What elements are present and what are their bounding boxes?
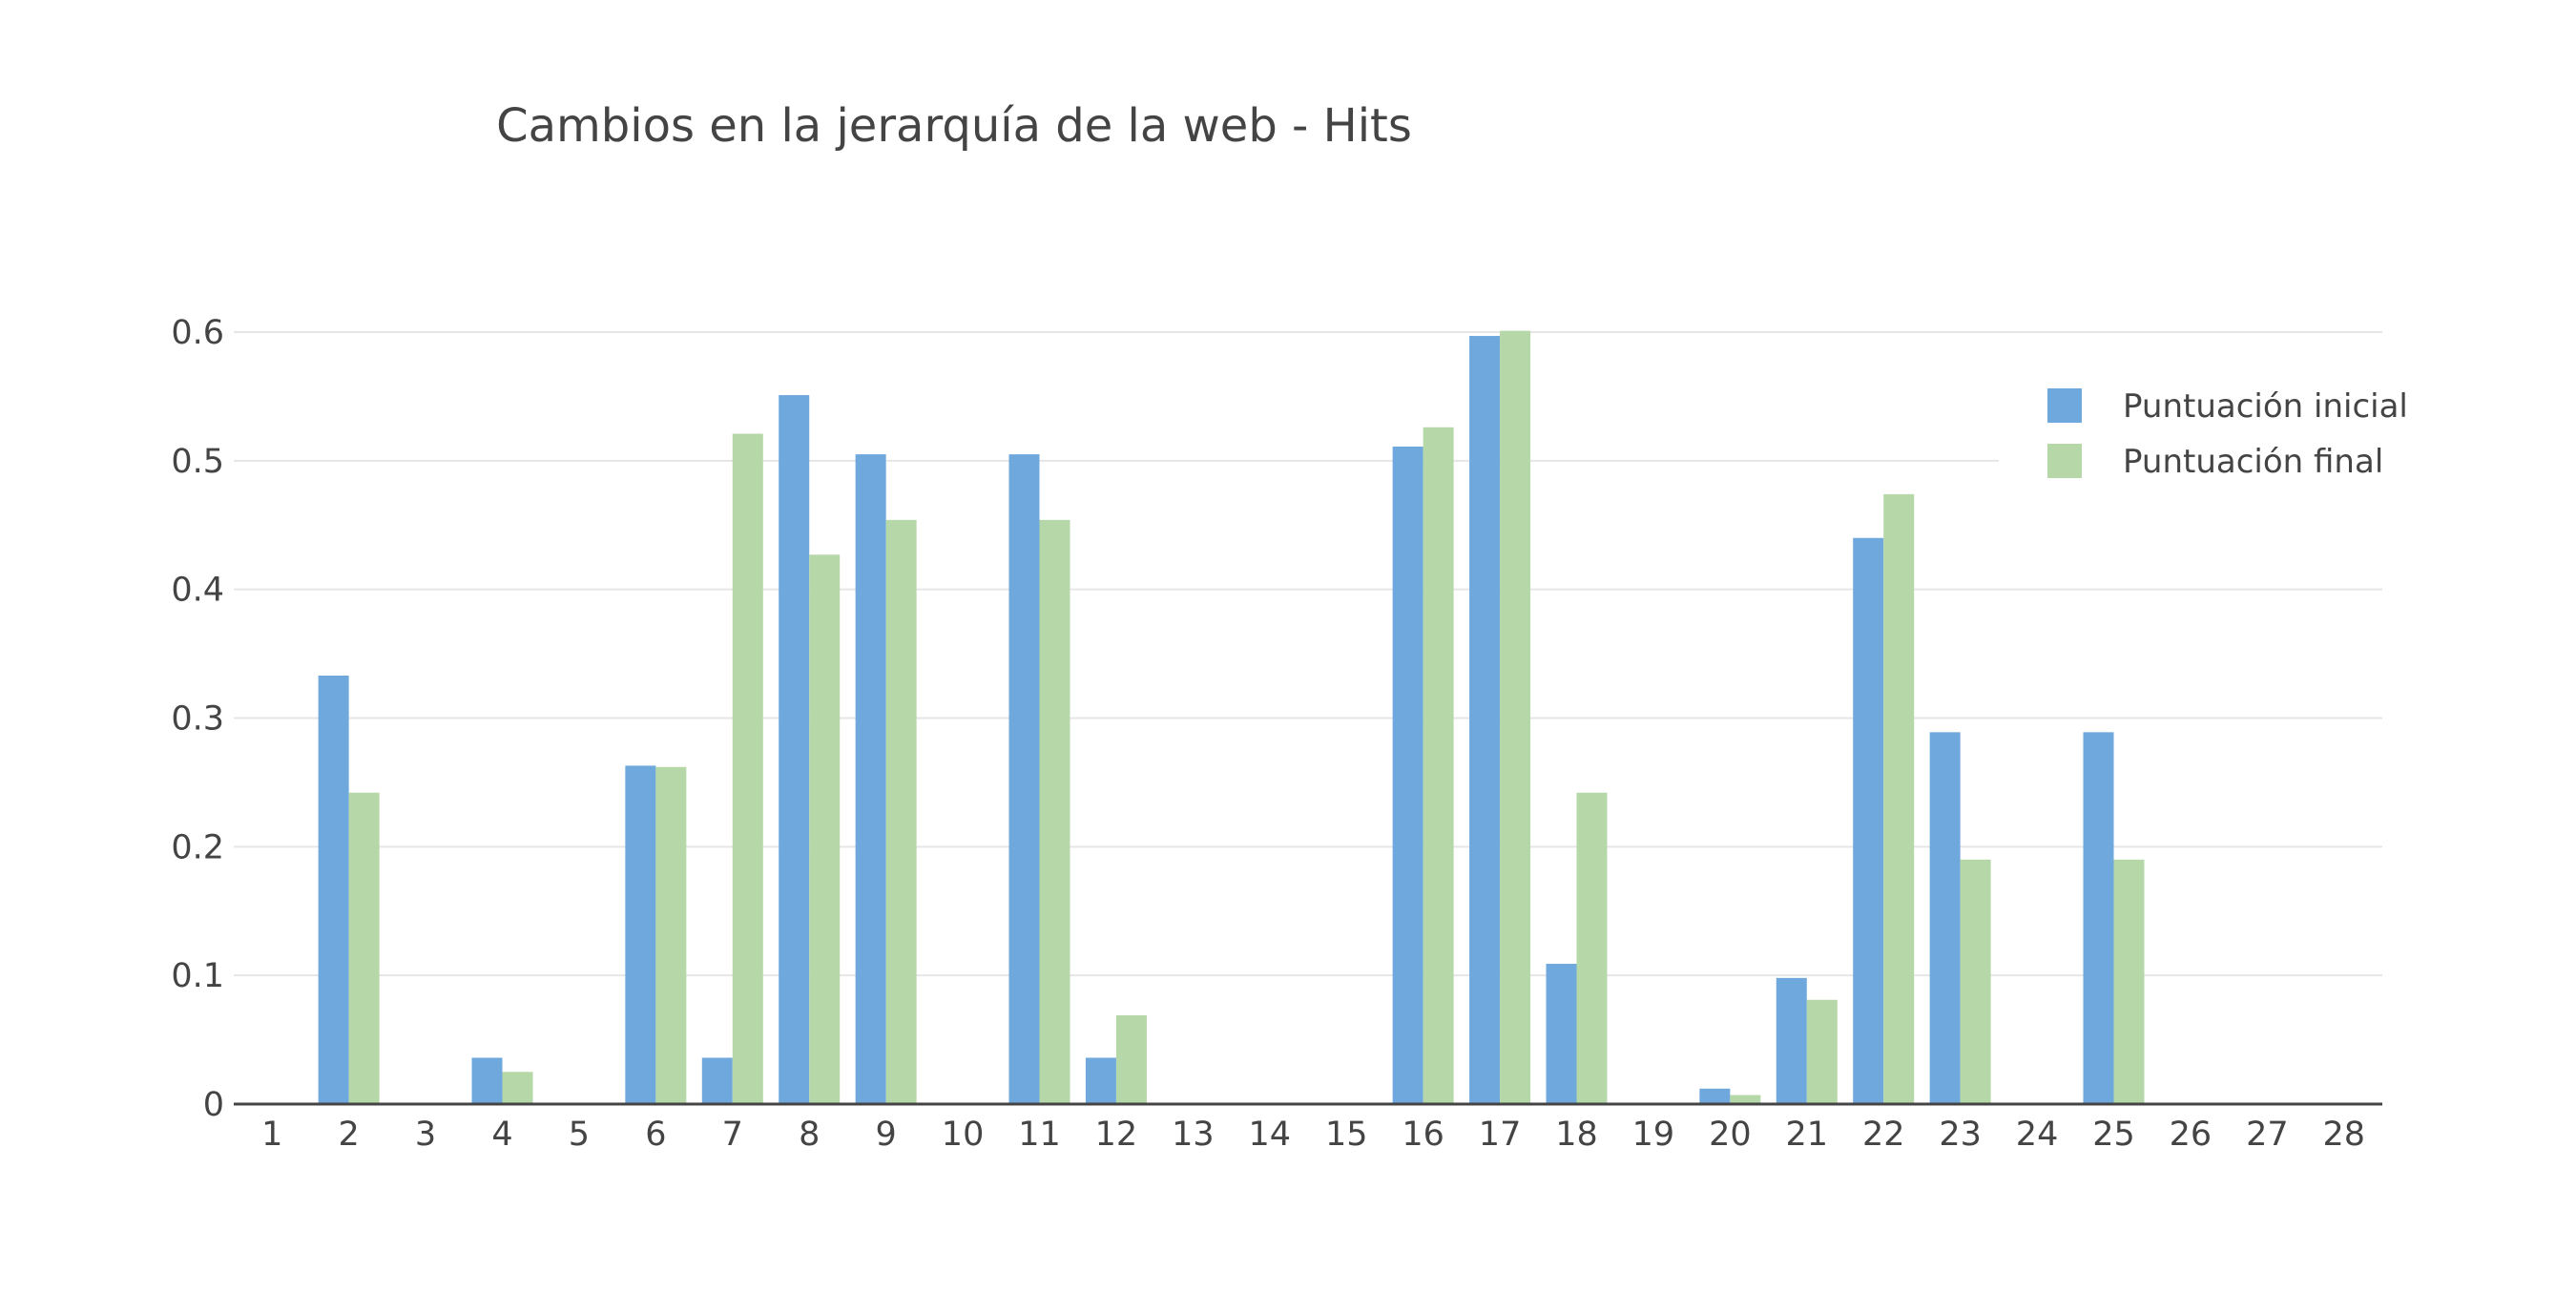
bar-final-18[interactable] — [1576, 792, 1608, 1104]
bar-final-17[interactable] — [1500, 330, 1531, 1104]
bar-final-7[interactable] — [732, 433, 763, 1105]
x-tick-label: 20 — [1709, 1116, 1752, 1154]
x-tick-label: 10 — [942, 1116, 985, 1154]
x-tick-label: 16 — [1402, 1116, 1444, 1154]
bar-final-9[interactable] — [885, 519, 917, 1104]
x-tick-label: 21 — [1786, 1116, 1829, 1154]
bar-final-2[interactable] — [348, 792, 380, 1104]
chart-title: Cambios en la jerarquía de la web - Hits — [496, 99, 1412, 153]
bar-initial-9[interactable] — [855, 454, 886, 1104]
x-tick-label: 28 — [2323, 1116, 2366, 1154]
bar-final-8[interactable] — [809, 554, 841, 1104]
x-tick-label: 2 — [339, 1116, 360, 1154]
bar-initial-21[interactable] — [1776, 977, 1807, 1104]
y-tick-label: 0.2 — [171, 828, 224, 866]
bars — [318, 330, 2145, 1105]
bar-initial-11[interactable] — [1008, 454, 1040, 1104]
x-tick-label: 6 — [645, 1116, 666, 1154]
bar-final-21[interactable] — [1806, 999, 1838, 1104]
bar-final-12[interactable] — [1115, 1014, 1147, 1104]
x-tick-label: 22 — [1862, 1116, 1905, 1154]
bar-final-6[interactable] — [655, 766, 687, 1104]
legend-label-initial[interactable]: Puntuación inicial — [2123, 387, 2408, 426]
x-tick-label: 25 — [2092, 1116, 2135, 1154]
x-tick-label: 26 — [2170, 1116, 2212, 1154]
x-tick-label: 8 — [799, 1116, 820, 1154]
bar-final-20[interactable] — [1730, 1095, 1761, 1104]
bar-initial-8[interactable] — [779, 395, 810, 1104]
bar-final-11[interactable] — [1039, 519, 1070, 1104]
x-tick-label: 23 — [1939, 1116, 1982, 1154]
x-tick-label: 15 — [1325, 1116, 1368, 1154]
bar-final-22[interactable] — [1883, 493, 1915, 1104]
bar-initial-22[interactable] — [1853, 537, 1884, 1104]
bar-final-25[interactable] — [2113, 859, 2145, 1104]
x-tick-label: 14 — [1249, 1116, 1292, 1154]
x-tick-label: 27 — [2246, 1116, 2289, 1154]
x-tick-label: 24 — [2016, 1116, 2059, 1154]
x-tick-label: 19 — [1632, 1116, 1675, 1154]
x-tick-label: 13 — [1172, 1116, 1215, 1154]
bar-initial-2[interactable] — [318, 676, 349, 1104]
bar-initial-23[interactable] — [1929, 732, 1961, 1104]
x-tick-label: 9 — [876, 1116, 897, 1154]
bar-initial-25[interactable] — [2083, 732, 2114, 1104]
x-tick-label: 7 — [722, 1116, 743, 1154]
x-tick-label: 1 — [261, 1116, 282, 1154]
legend-label-final[interactable]: Puntuación final — [2123, 443, 2383, 481]
bar-initial-4[interactable] — [471, 1057, 503, 1104]
bar-final-4[interactable] — [502, 1072, 533, 1104]
gridlines — [234, 331, 2382, 977]
x-tick-label: 5 — [569, 1116, 590, 1154]
bar-initial-7[interactable] — [701, 1057, 733, 1104]
y-tick-label: 0.5 — [171, 443, 224, 481]
bar-final-16[interactable] — [1423, 427, 1454, 1104]
x-tick-label: 11 — [1018, 1116, 1061, 1154]
legend-swatch-final[interactable] — [2047, 444, 2082, 478]
y-tick-label: 0.6 — [171, 314, 224, 352]
bar-final-23[interactable] — [1960, 859, 1991, 1104]
bar-initial-17[interactable] — [1469, 336, 1501, 1104]
x-tick-label: 17 — [1479, 1116, 1522, 1154]
bar-initial-16[interactable] — [1392, 447, 1423, 1104]
x-tick-label: 12 — [1095, 1116, 1138, 1154]
legend-swatch-initial[interactable] — [2047, 388, 2082, 423]
bar-initial-20[interactable] — [1699, 1088, 1731, 1104]
bar-initial-18[interactable] — [1546, 964, 1577, 1104]
legend[interactable]: Puntuación inicial Puntuación final — [1999, 367, 2471, 491]
bar-initial-6[interactable] — [625, 765, 656, 1104]
y-tick-label: 0.4 — [171, 572, 224, 610]
bar-initial-12[interactable] — [1085, 1057, 1116, 1104]
y-tick-label: 0.1 — [171, 957, 224, 995]
x-tick-label: 4 — [491, 1116, 512, 1154]
x-tick-label: 3 — [415, 1116, 436, 1154]
x-tick-label: 18 — [1555, 1116, 1598, 1154]
y-tick-label: 0 — [203, 1086, 224, 1124]
axes: 00.10.20.30.40.50.61 2 3 4 5 6 7 8 9 10 11 12 13 14 15… — [171, 314, 2382, 1154]
y-tick-label: 0.3 — [171, 700, 224, 739]
